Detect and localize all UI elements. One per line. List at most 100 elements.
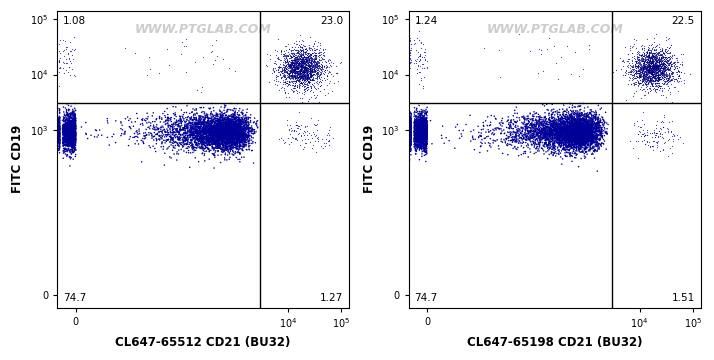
Point: [300, 64, 311, 70]
Point: [194, 113, 206, 119]
Point: [588, 130, 599, 135]
Point: [278, 62, 289, 68]
Point: [186, 125, 198, 130]
Point: [293, 68, 304, 74]
Point: [234, 118, 246, 124]
Point: [420, 124, 431, 130]
Point: [53, 131, 64, 136]
Point: [218, 131, 230, 137]
Point: [414, 136, 426, 142]
Point: [231, 122, 243, 128]
Point: [62, 132, 74, 138]
Point: [493, 146, 505, 152]
Point: [659, 78, 670, 84]
Point: [416, 145, 427, 151]
Point: [632, 63, 643, 69]
Point: [559, 150, 570, 156]
Point: [412, 131, 423, 137]
Point: [231, 118, 242, 124]
Point: [563, 117, 574, 122]
Point: [581, 136, 593, 142]
Point: [557, 134, 568, 140]
Point: [227, 132, 238, 138]
Point: [279, 63, 291, 69]
Point: [214, 132, 226, 138]
Point: [280, 75, 291, 81]
Point: [235, 132, 246, 138]
Point: [414, 126, 426, 132]
Point: [206, 110, 217, 116]
Point: [558, 122, 569, 128]
Point: [290, 57, 301, 63]
Point: [211, 122, 223, 128]
Point: [580, 139, 591, 144]
Point: [182, 141, 193, 147]
Point: [240, 139, 251, 145]
Point: [174, 116, 186, 122]
Point: [200, 127, 211, 133]
Point: [585, 122, 596, 128]
Point: [561, 135, 573, 141]
Point: [405, 136, 416, 142]
Point: [583, 119, 595, 125]
Point: [418, 135, 429, 141]
Point: [296, 71, 308, 77]
Point: [567, 131, 578, 137]
Point: [534, 133, 545, 139]
Point: [541, 134, 553, 140]
Point: [225, 135, 236, 140]
Point: [180, 132, 191, 138]
Point: [306, 66, 317, 72]
Point: [653, 69, 664, 75]
Point: [179, 129, 191, 135]
Point: [558, 128, 570, 134]
Point: [240, 120, 251, 125]
Point: [206, 129, 217, 135]
Point: [578, 134, 590, 140]
Point: [241, 134, 252, 139]
Point: [281, 84, 292, 89]
Point: [54, 65, 65, 71]
Point: [421, 131, 432, 136]
Point: [226, 131, 237, 137]
Point: [230, 135, 241, 141]
Point: [569, 139, 580, 144]
Point: [291, 41, 302, 47]
Point: [643, 61, 655, 67]
Point: [147, 134, 159, 140]
Point: [296, 62, 308, 67]
Point: [290, 66, 301, 72]
Point: [210, 135, 221, 140]
Point: [288, 85, 300, 91]
Point: [649, 64, 660, 70]
Point: [216, 121, 228, 127]
Point: [223, 132, 235, 138]
Point: [294, 56, 306, 62]
Point: [218, 105, 230, 111]
Point: [316, 74, 327, 80]
Point: [65, 139, 76, 145]
Point: [570, 129, 581, 135]
Point: [213, 134, 225, 140]
Point: [223, 121, 235, 126]
Point: [592, 168, 603, 174]
Point: [565, 131, 576, 137]
Point: [237, 127, 248, 133]
Point: [583, 134, 595, 140]
Point: [303, 51, 314, 57]
Point: [221, 143, 232, 149]
Point: [417, 138, 428, 144]
Point: [233, 130, 244, 136]
Point: [660, 64, 672, 70]
Point: [418, 128, 430, 134]
Point: [418, 142, 430, 148]
Point: [165, 129, 176, 134]
Point: [580, 134, 592, 139]
Point: [64, 122, 75, 127]
Point: [585, 151, 597, 157]
Point: [650, 58, 662, 64]
Point: [639, 74, 650, 80]
Point: [288, 67, 300, 73]
Point: [587, 138, 598, 144]
Point: [405, 123, 416, 129]
